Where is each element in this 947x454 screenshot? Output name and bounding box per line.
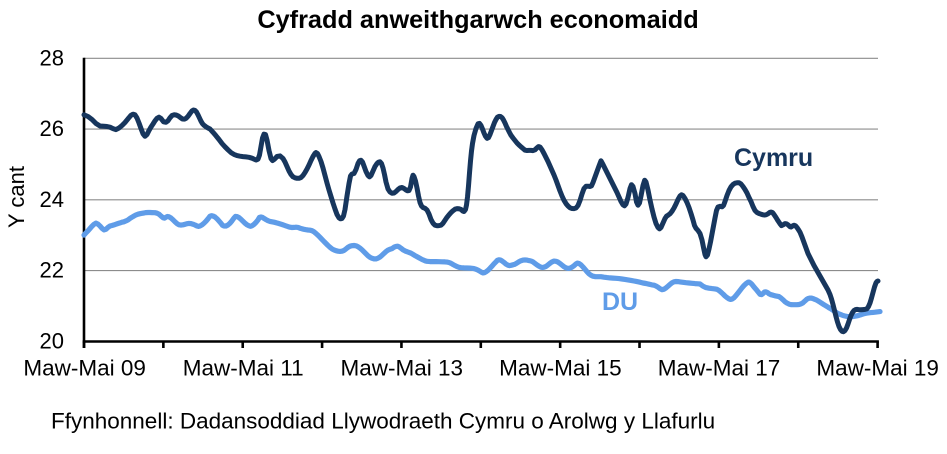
svg-text:20: 20: [40, 329, 64, 354]
svg-text:Maw-Mai 17: Maw-Mai 17: [658, 355, 781, 380]
svg-text:Ffynhonnell: Dadansoddiad Llyw: Ffynhonnell: Dadansoddiad Llywodraeth Cy…: [51, 409, 715, 434]
svg-text:Maw-Mai 19: Maw-Mai 19: [816, 355, 939, 380]
svg-text:Cymru: Cymru: [734, 144, 813, 172]
svg-text:Maw-Mai 09: Maw-Mai 09: [23, 355, 146, 380]
svg-text:Maw-Mai 13: Maw-Mai 13: [341, 355, 464, 380]
svg-text:24: 24: [40, 187, 64, 212]
svg-text:28: 28: [40, 45, 64, 70]
svg-text:DU: DU: [602, 288, 638, 316]
svg-text:Maw-Mai 15: Maw-Mai 15: [499, 355, 622, 380]
svg-text:Y cant: Y cant: [4, 166, 29, 228]
svg-text:Cyfradd anweithgarwch economai: Cyfradd anweithgarwch economaidd: [257, 6, 698, 34]
svg-text:Maw-Mai 11: Maw-Mai 11: [183, 355, 304, 380]
svg-text:22: 22: [40, 258, 64, 283]
svg-text:26: 26: [40, 116, 64, 141]
